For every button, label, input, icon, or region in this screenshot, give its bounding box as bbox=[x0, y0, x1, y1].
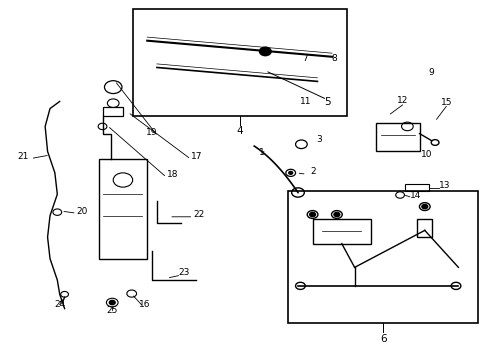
Text: 10: 10 bbox=[420, 150, 432, 159]
Circle shape bbox=[288, 171, 292, 174]
Circle shape bbox=[259, 47, 270, 56]
Text: 8: 8 bbox=[331, 54, 337, 63]
Text: 2: 2 bbox=[309, 167, 315, 176]
Circle shape bbox=[109, 300, 115, 305]
Text: 16: 16 bbox=[139, 300, 150, 309]
Text: 23: 23 bbox=[178, 268, 189, 277]
Text: 19: 19 bbox=[146, 129, 158, 138]
Text: 14: 14 bbox=[409, 191, 420, 200]
Bar bbox=[99, 158, 147, 258]
Text: 9: 9 bbox=[428, 68, 434, 77]
Circle shape bbox=[309, 212, 315, 217]
Text: 18: 18 bbox=[166, 171, 178, 180]
Text: 12: 12 bbox=[396, 96, 407, 105]
Text: 5: 5 bbox=[323, 97, 330, 107]
Text: 22: 22 bbox=[193, 210, 204, 219]
Bar bbox=[287, 191, 477, 323]
Circle shape bbox=[333, 212, 339, 217]
Text: 25: 25 bbox=[106, 306, 118, 315]
Text: 17: 17 bbox=[191, 152, 202, 161]
Bar bbox=[103, 107, 122, 116]
Bar bbox=[404, 184, 428, 191]
Text: 13: 13 bbox=[438, 181, 449, 190]
Text: 15: 15 bbox=[440, 98, 451, 107]
Bar bbox=[312, 219, 370, 244]
Text: 1: 1 bbox=[258, 148, 264, 157]
Bar bbox=[417, 219, 431, 237]
Text: 3: 3 bbox=[316, 135, 322, 144]
Text: 11: 11 bbox=[299, 97, 310, 106]
Circle shape bbox=[421, 204, 427, 209]
Bar bbox=[132, 9, 346, 116]
Text: 21: 21 bbox=[18, 152, 29, 161]
Text: 4: 4 bbox=[236, 126, 243, 136]
Text: 20: 20 bbox=[77, 207, 88, 216]
Text: 24: 24 bbox=[54, 300, 65, 309]
Text: 7: 7 bbox=[302, 54, 307, 63]
Text: 6: 6 bbox=[379, 334, 386, 343]
Bar bbox=[375, 123, 419, 152]
